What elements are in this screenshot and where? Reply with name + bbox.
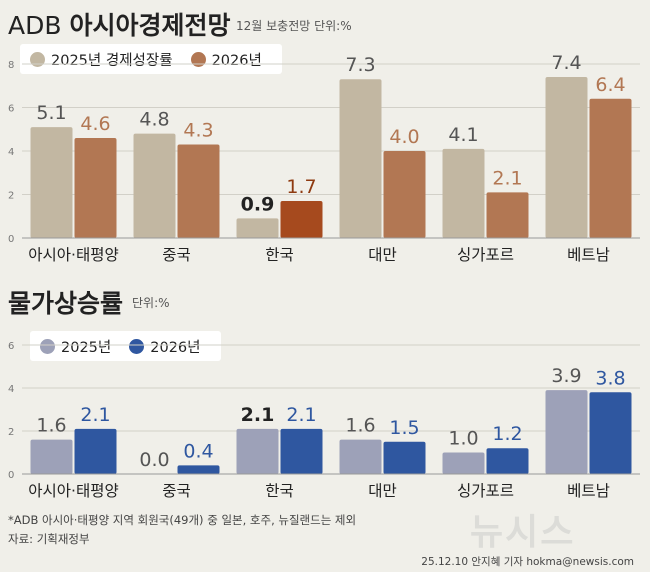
y-tick-label: 8 — [8, 60, 14, 71]
bar-2026 — [486, 448, 529, 474]
value-label: 5.1 — [36, 102, 66, 124]
y-tick-label: 2 — [8, 191, 14, 202]
value-label: 4.3 — [183, 119, 213, 141]
value-label: 1.6 — [345, 415, 375, 437]
source-note: 자료: 기획재정부 — [8, 532, 90, 546]
unit-note-growth: 12월 보충전망 단위:% — [236, 19, 352, 33]
value-label: 2.1 — [492, 167, 522, 189]
chart-title-inflation: 물가상승률 — [8, 289, 124, 318]
value-label: 0.4 — [183, 440, 213, 462]
y-tick-label: 0 — [8, 470, 14, 481]
value-label: 4.0 — [389, 126, 419, 148]
category-label: 한국 — [265, 246, 294, 264]
legend-inflation: 2025년 2026년 — [30, 331, 221, 361]
value-label: 2.1 — [241, 404, 275, 426]
value-label: 2.1 — [286, 404, 316, 426]
category-label: 대만 — [368, 482, 397, 500]
title-prefix: ADB — [8, 11, 62, 40]
bar-2026 — [280, 201, 323, 238]
value-label: 0.0 — [139, 449, 169, 471]
category-label: 싱가포르 — [457, 482, 514, 500]
footnote: *ADB 아시아·태평양 지역 회원국(49개) 중 일본, 호주, 뉴질랜드는… — [8, 513, 357, 527]
bar-2025 — [545, 390, 588, 474]
value-label: 2.1 — [80, 404, 110, 426]
bar-2025 — [442, 452, 485, 474]
category-label: 싱가포르 — [457, 246, 514, 264]
legend-dot-2026-cpi — [129, 338, 145, 354]
category-label: 베트남 — [567, 246, 610, 264]
y-tick-label: 4 — [8, 147, 14, 158]
bar-2025 — [339, 439, 382, 474]
legend-label-2025-cpi: 2025년 — [61, 339, 112, 356]
legend-item-2025-cpi: 2025년 — [40, 336, 111, 357]
y-tick-label: 2 — [8, 427, 14, 438]
legend-dot-2026 — [190, 51, 206, 67]
value-label: 6.4 — [595, 74, 625, 96]
value-label: 0.9 — [241, 193, 275, 215]
value-label: 1.7 — [286, 176, 316, 198]
value-label: 1.6 — [36, 415, 66, 437]
category-label: 한국 — [265, 482, 294, 500]
bar-2025 — [545, 77, 588, 238]
value-label: 3.9 — [551, 365, 581, 387]
category-label: 아시아·태평양 — [28, 482, 119, 500]
byline-credit: 25.12.10 안지혜 기자 hokma@newsis.com — [421, 556, 634, 568]
category-label: 대만 — [368, 246, 397, 264]
bar-2026 — [177, 465, 220, 474]
bar-2026 — [486, 192, 529, 238]
value-label: 4.8 — [139, 109, 169, 131]
value-label: 1.5 — [389, 417, 419, 439]
bar-2025 — [442, 148, 485, 238]
value-label: 3.8 — [595, 367, 625, 389]
bar-2026 — [177, 144, 220, 238]
legend-item-2026-cpi: 2026년 — [129, 336, 201, 357]
bar-2025 — [133, 133, 176, 238]
legend-dot-2025 — [30, 51, 45, 67]
category-label: 중국 — [162, 482, 191, 500]
category-label: 베트남 — [567, 482, 610, 500]
bar-2026 — [383, 441, 426, 474]
newsis-logo: 뉴시스 — [470, 512, 576, 553]
category-label: 아시아·태평양 — [28, 246, 119, 264]
chart-title-growth: ADB 아시아경제전망 — [8, 6, 230, 42]
y-tick-label: 6 — [8, 104, 14, 115]
y-tick-label: 4 — [8, 384, 14, 395]
value-label: 7.3 — [345, 54, 375, 76]
legend-dot-2025-cpi — [40, 338, 55, 354]
value-label: 7.4 — [551, 52, 581, 74]
y-tick-label: 6 — [8, 341, 14, 352]
legend-label-2026-cpi: 2026년 — [150, 339, 201, 356]
bar-2025 — [30, 439, 73, 474]
value-label: 1.0 — [448, 428, 478, 450]
bar-2026 — [589, 392, 632, 474]
bar-2026 — [589, 98, 632, 238]
title-main: 아시아경제전망 — [69, 11, 231, 40]
bar-2025 — [339, 79, 382, 238]
value-label: 1.2 — [492, 423, 522, 445]
bar-2026 — [74, 428, 117, 474]
bar-2026 — [383, 151, 426, 238]
bar-2025 — [236, 218, 279, 238]
category-label: 중국 — [162, 246, 191, 264]
bar-2025 — [236, 428, 279, 474]
unit-note-inflation: 단위:% — [132, 296, 170, 310]
y-tick-label: 0 — [8, 234, 14, 245]
value-label: 4.1 — [448, 124, 478, 146]
bar-2025 — [30, 127, 73, 238]
value-label: 4.6 — [80, 113, 110, 135]
bar-2026 — [74, 137, 117, 238]
bar-2026 — [280, 428, 323, 474]
